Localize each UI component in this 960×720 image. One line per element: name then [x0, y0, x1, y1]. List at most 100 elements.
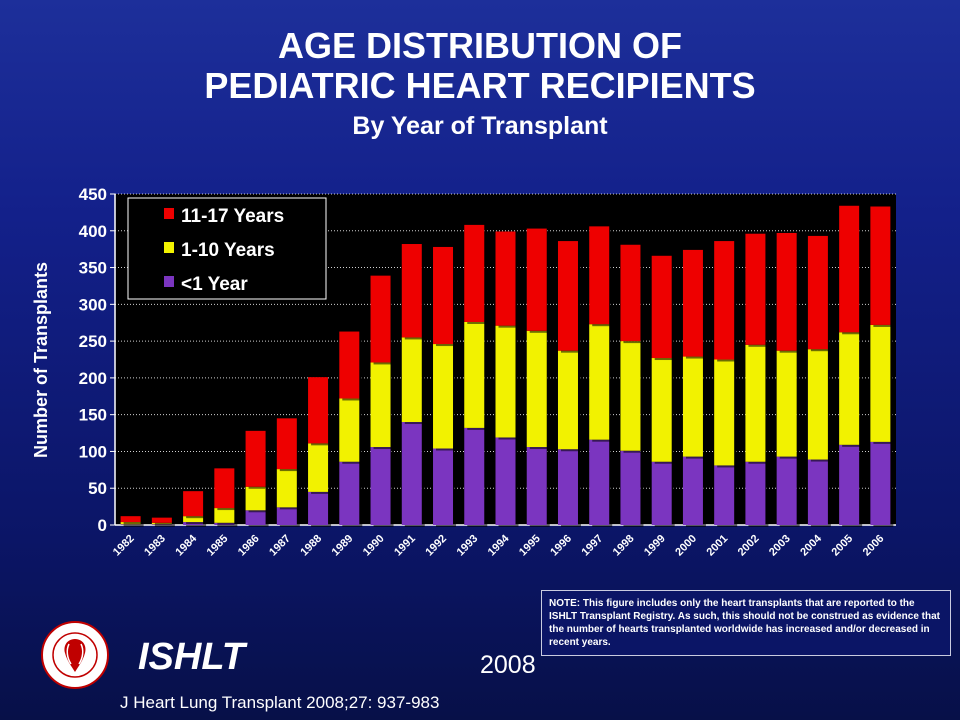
bar-teen: [245, 430, 266, 487]
bar-segment-group: [120, 516, 144, 525]
bar-segment-group: [557, 350, 581, 452]
x-tick-label: 1993: [455, 533, 481, 559]
bar-teen: [651, 255, 672, 359]
bar-infant: [433, 448, 454, 525]
x-tick-label: 2000: [673, 533, 699, 559]
bar-infant: [370, 447, 391, 525]
bar-child: [620, 341, 641, 451]
x-tick-label: 2005: [829, 533, 855, 559]
bar-teen: [526, 228, 547, 331]
bar-segment-group: [589, 226, 613, 327]
bar-child: [370, 362, 391, 448]
bar-segment-group: [214, 508, 238, 525]
legend-swatch: [164, 276, 174, 287]
bar-segment-group: [620, 244, 644, 344]
bar-segment-group: [839, 332, 863, 447]
bar-segment-group: [557, 241, 581, 353]
bar-segment-group: [870, 324, 894, 444]
legend-label: <1 Year: [181, 274, 248, 295]
bar-child: [495, 325, 516, 438]
bar-segment-group: [370, 362, 394, 450]
bar-infant: [620, 450, 641, 525]
bar-infant: [589, 439, 610, 525]
bar-teen: [589, 226, 610, 325]
bar-child: [651, 358, 672, 462]
bar-teen: [401, 244, 422, 338]
x-tick-label: 1982: [111, 533, 137, 559]
bar-segment-group: [401, 422, 425, 527]
bar-segment-group: [433, 448, 457, 527]
bar-child: [776, 350, 797, 457]
y-tick-label: 400: [79, 222, 107, 241]
chart-subtitle: By Year of Transplant: [352, 112, 608, 140]
stacked-bar-chart: 0 50 100 150 200 250 300 350 400 450 Number of Tra…: [79, 193, 896, 559]
legend: 11-17 Years 1-10 Years <1 Year: [127, 197, 327, 300]
bar-teen: [839, 205, 860, 333]
bar-teen: [339, 331, 360, 399]
bar-teen: [120, 516, 141, 523]
bar-teen: [495, 231, 516, 326]
y-tick-label: 150: [79, 406, 107, 425]
bar-child: [464, 321, 485, 428]
bar-child: [589, 324, 610, 440]
bar-shadow: [154, 524, 175, 527]
bar-segment-group: [433, 344, 457, 451]
bar-segment-group: [745, 233, 769, 347]
bar-segment-group: [245, 430, 269, 489]
legend-label: 1-10 Years: [181, 240, 275, 261]
x-tick-label: 1989: [330, 533, 356, 559]
bar-segment-group: [151, 517, 175, 525]
bar-teen: [807, 235, 828, 350]
bar-infant: [839, 444, 860, 525]
y-tick-label: 350: [79, 259, 107, 278]
bar-child: [183, 516, 204, 523]
bar-child: [714, 359, 735, 466]
bar-segment-group: [370, 275, 394, 365]
x-tick-label: 1992: [423, 533, 449, 559]
bar-infant: [526, 447, 547, 525]
bar-segment-group: [339, 461, 363, 527]
bar-segment-group: [714, 465, 738, 527]
report-year: 2008: [480, 651, 536, 679]
bar-segment-group: [495, 437, 519, 527]
bar-segment-group: [495, 231, 519, 328]
bar-segment-group: [651, 255, 675, 361]
bar-segment-group: [464, 224, 488, 324]
bar-segment-group: [776, 350, 800, 459]
bar-child: [433, 344, 454, 449]
org-label: ISHLT: [138, 636, 245, 678]
bar-segment-group: [714, 241, 738, 362]
ishlt-logo-icon: [41, 621, 109, 689]
bar-infant: [401, 422, 422, 525]
y-tick-label: 200: [79, 369, 107, 388]
x-tick-label: 1983: [142, 533, 168, 559]
legend-swatch: [164, 208, 174, 219]
bar-segment-group: [464, 427, 488, 527]
bar-child: [526, 330, 547, 448]
bar-teen: [214, 468, 235, 509]
bar-shadow: [123, 524, 144, 527]
bar-child: [339, 398, 360, 462]
x-tick-label: 1988: [298, 533, 324, 559]
bar-segment-group: [276, 469, 300, 510]
bar-infant: [339, 461, 360, 525]
bar-segment-group: [308, 377, 332, 446]
bar-segment-group: [276, 507, 300, 527]
bar-child: [870, 324, 891, 442]
citation: J Heart Lung Transplant 2008;27: 937-983: [120, 693, 440, 712]
x-tick-label: 1994: [486, 532, 512, 558]
bar-segment-group: [745, 461, 769, 527]
x-tick-label: 1996: [548, 533, 574, 559]
bar-segment-group: [526, 228, 550, 333]
bar-child: [807, 349, 828, 460]
bar-child: [214, 508, 235, 523]
bar-infant: [308, 491, 329, 525]
bar-segment-group: [870, 206, 894, 327]
y-tick-label: 100: [79, 442, 107, 461]
bar-segment-group: [807, 459, 831, 527]
bar-segment-group: [308, 443, 332, 494]
bar-segment-group: [682, 456, 706, 527]
bar-infant: [557, 449, 578, 525]
bar-segment-group: [745, 344, 769, 464]
bar-teen: [370, 275, 391, 363]
